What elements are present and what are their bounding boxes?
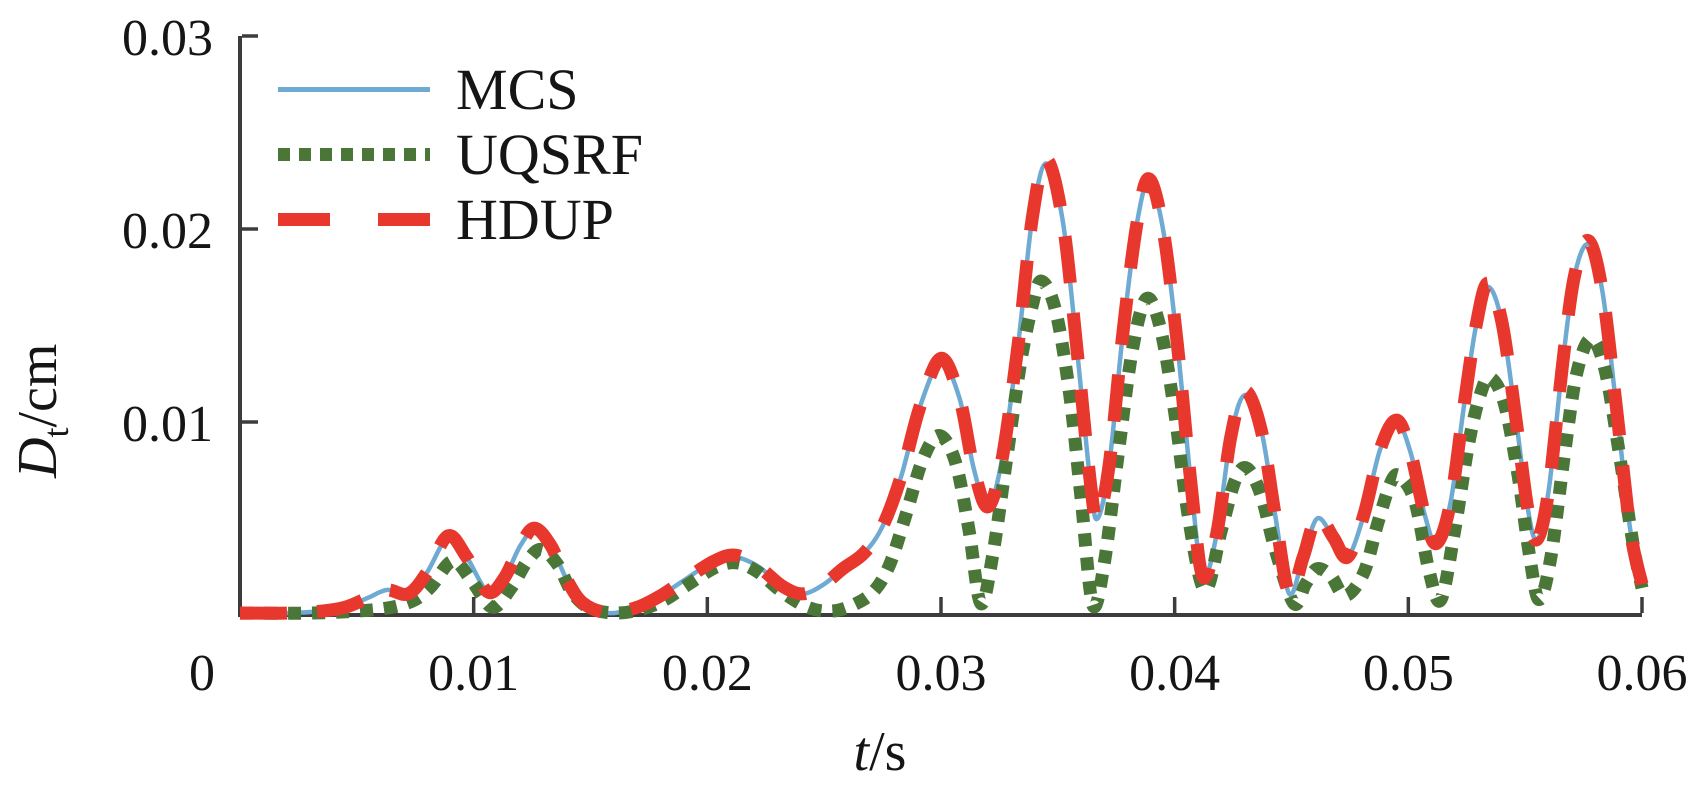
series-uqsrf — [239, 274, 1649, 620]
axes-layer: 0 0.01 0.02 0.03 0.04 0.05 0.06 0.01 0.02 0.03 — [122, 10, 1688, 702]
x-tick-label: 0 — [189, 645, 215, 702]
y-tick-label: 0.01 — [122, 396, 213, 453]
x-axis-label-unit: /s — [869, 721, 906, 783]
x-axis-label: t/s — [854, 721, 907, 783]
x-tick-label: 0.02 — [662, 645, 753, 702]
y-tick-label: 0.02 — [122, 203, 213, 260]
legend-label: UQSRF — [456, 121, 643, 187]
legend: MCS UQSRF HDUP — [278, 57, 643, 252]
x-tick-label: 0.04 — [1129, 645, 1220, 702]
y-axis-label: Dt/cm — [7, 344, 76, 479]
y-axis-label-symbol: D — [7, 438, 69, 479]
legend-sample-solid-line — [278, 87, 430, 92]
x-tick-label: 0.03 — [896, 645, 987, 702]
x-tick-label: 0.06 — [1597, 645, 1688, 702]
y-axis-label-unit: /cm — [7, 344, 69, 428]
legend-sample-dashed-line — [278, 213, 430, 226]
legend-label: HDUP — [456, 186, 614, 252]
y-axis-label-subscript: t — [36, 428, 76, 438]
legend-item-hdup: HDUP — [278, 187, 643, 252]
x-tick-label: 0.01 — [428, 645, 519, 702]
legend-sample-dotted-line — [278, 148, 430, 161]
x-tick-label: 0.05 — [1363, 645, 1454, 702]
legend-item-mcs: MCS — [278, 57, 643, 122]
legend-label: MCS — [456, 56, 579, 122]
x-axis-label-symbol: t — [854, 721, 871, 783]
y-tick-label: 0.03 — [122, 10, 213, 67]
series-layer — [239, 153, 1649, 620]
legend-item-uqsrf: UQSRF — [278, 122, 643, 187]
